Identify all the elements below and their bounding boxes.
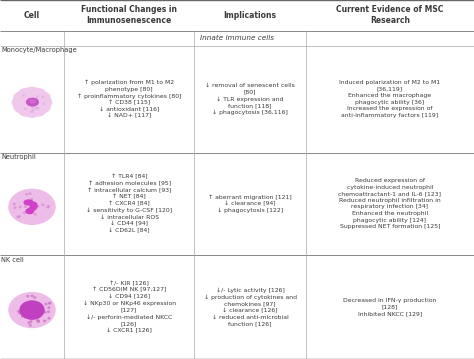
Circle shape [45,303,47,305]
Circle shape [37,320,39,322]
Circle shape [17,216,19,218]
Circle shape [32,202,34,204]
Circle shape [35,107,37,109]
Circle shape [34,214,36,215]
Circle shape [36,96,38,97]
Ellipse shape [26,209,33,214]
Circle shape [31,106,33,107]
Circle shape [12,96,28,108]
Circle shape [32,109,34,111]
Circle shape [13,203,15,205]
Ellipse shape [27,98,38,106]
Circle shape [18,312,20,314]
Ellipse shape [29,100,35,103]
Circle shape [24,87,40,99]
Text: Induced polarization of M2 to M1
[36,119]
Enhanced the macrophage
phagocytic abi: Induced polarization of M2 to M1 [36,119… [339,80,440,118]
Ellipse shape [31,202,37,210]
Circle shape [29,201,31,202]
Text: Implications: Implications [224,11,276,20]
Text: NK cell: NK cell [1,257,24,263]
Circle shape [36,320,38,321]
Circle shape [42,204,44,206]
Circle shape [23,212,25,214]
Text: Functional Changes in
Immunosenescence: Functional Changes in Immunosenescence [81,5,177,25]
Circle shape [18,104,34,116]
Text: Neutrophil: Neutrophil [1,154,36,160]
Circle shape [30,101,31,103]
Circle shape [27,101,29,102]
Circle shape [21,316,23,317]
Circle shape [32,211,34,212]
Circle shape [29,205,31,206]
Text: Current Evidence of MSC
Research: Current Evidence of MSC Research [336,5,444,25]
Circle shape [25,206,27,208]
Circle shape [29,102,31,103]
Circle shape [36,96,52,108]
Circle shape [9,189,55,224]
Circle shape [28,322,30,323]
Text: ↓/- Lytic activity [126]
↓ production of cytokines and
chemokines [97]
↓ clearan: ↓/- Lytic activity [126] ↓ production of… [203,288,297,326]
Ellipse shape [29,202,33,205]
Circle shape [18,311,19,312]
Circle shape [34,209,36,211]
Circle shape [29,210,31,211]
Text: Decreased in IFN-γ production
[128]
Inhibited NKCC [129]: Decreased in IFN-γ production [128] Inhi… [343,298,437,316]
Text: ↑ aberrant migration [121]
↓ clearance [94]
↓ phagocytosis [122]: ↑ aberrant migration [121] ↓ clearance [… [208,194,292,213]
Circle shape [34,297,36,298]
Circle shape [24,108,26,109]
Circle shape [24,105,40,117]
Circle shape [48,317,50,319]
Ellipse shape [30,207,34,210]
Circle shape [48,307,50,308]
Circle shape [42,96,44,98]
Circle shape [34,92,50,104]
Circle shape [28,98,30,99]
Text: Cell: Cell [24,11,40,20]
Circle shape [20,301,44,319]
Circle shape [23,95,24,96]
Circle shape [27,295,28,297]
Circle shape [30,104,46,116]
Circle shape [22,94,42,110]
Text: Innate immune cells: Innate immune cells [200,35,274,41]
Circle shape [34,101,50,113]
Circle shape [14,92,30,104]
Circle shape [30,321,32,322]
Circle shape [18,216,20,217]
Circle shape [19,206,21,208]
Circle shape [47,206,49,208]
Text: Monocyte/Macrophage: Monocyte/Macrophage [1,47,77,53]
Circle shape [29,193,31,194]
Text: Reduced expression of
cytokine-induced neutrophil
chemoattractant-1 and IL-6 [12: Reduced expression of cytokine-induced n… [338,178,441,229]
Circle shape [48,311,50,312]
Circle shape [29,325,31,326]
Circle shape [49,303,51,304]
Circle shape [36,206,38,207]
Circle shape [37,107,39,108]
Circle shape [47,206,49,207]
Circle shape [31,295,33,297]
Circle shape [28,101,30,102]
Circle shape [37,321,39,322]
Circle shape [32,104,34,106]
Circle shape [18,89,34,101]
Circle shape [29,208,31,209]
Circle shape [26,194,27,195]
Circle shape [31,111,32,113]
Text: ↓ removal of senescent cells
[80]
↓ TLR expression and
function [118]
↓ phagocyt: ↓ removal of senescent cells [80] ↓ TLR … [205,83,295,115]
Circle shape [14,207,16,208]
Text: ↑/- KIR [126]
↑ CD56DIM NK [97,127]
↓ CD94 [126]
↓ NKp30 or NKp46 expression
[12: ↑/- KIR [126] ↑ CD56DIM NK [97,127] ↓ CD… [82,281,176,333]
Circle shape [31,199,33,200]
Circle shape [9,293,55,327]
Circle shape [44,320,46,322]
Circle shape [45,312,46,313]
Circle shape [30,89,46,101]
Circle shape [43,103,45,104]
Ellipse shape [24,200,33,205]
Text: ↑ TLR4 [84]
↑ adhesion molecules [95]
↑ intracellular calcium [93]
↑ NET [84]
↑ : ↑ TLR4 [84] ↑ adhesion molecules [95] ↑ … [86,174,172,233]
Circle shape [14,101,30,113]
Circle shape [32,106,34,108]
Circle shape [49,302,51,304]
Text: ↑ polarization from M1 to M2
phenotype [80]
↑ proinflammatory cytokines [80]
↑ C: ↑ polarization from M1 to M2 phenotype [… [77,80,182,118]
Circle shape [36,98,37,99]
